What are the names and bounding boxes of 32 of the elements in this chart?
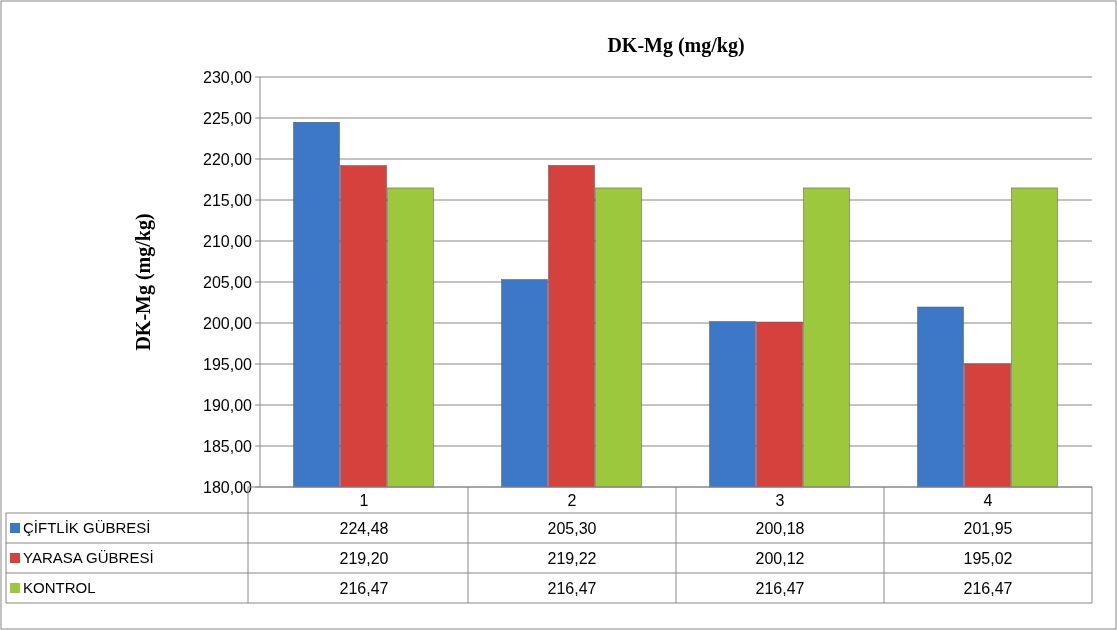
data-label: 219,20: [339, 549, 389, 567]
y-tick-label: 180,00: [203, 478, 253, 496]
x-tick-label: 1: [359, 491, 369, 509]
legend-label: YARASA GÜBRESİ: [23, 549, 154, 567]
data-label: 200,12: [755, 549, 805, 567]
data-label: 200,18: [755, 519, 805, 537]
data-label: 224,48: [339, 519, 389, 537]
data-label: 216,47: [963, 579, 1013, 597]
y-tick-label: 210,00: [203, 232, 253, 250]
y-tick-label: 200,00: [203, 314, 253, 332]
y-tick-label: 185,00: [203, 437, 253, 455]
x-tick-label: 4: [983, 491, 993, 509]
data-label: 216,47: [547, 579, 597, 597]
chart-title: DK-Mg (mg/kg): [607, 34, 745, 57]
legend-label: ÇİFTLİK GÜBRESİ: [23, 519, 151, 537]
y-tick-label: 215,00: [203, 191, 253, 209]
data-label: 205,30: [547, 519, 597, 537]
y-axis-title: DK-Mg (mg/kg): [132, 213, 155, 351]
y-tick-label: 195,00: [203, 355, 253, 373]
y-tick-label: 225,00: [203, 109, 253, 127]
x-tick-label: 2: [567, 491, 577, 509]
x-tick-label: 3: [775, 491, 785, 509]
legend-label: KONTROL: [23, 579, 96, 597]
y-tick-label: 220,00: [203, 150, 253, 168]
data-label: 216,47: [339, 579, 389, 597]
y-tick-label: 230,00: [203, 68, 253, 86]
data-label: 219,22: [547, 549, 597, 567]
data-label: 216,47: [755, 579, 805, 597]
y-tick-label: 190,00: [203, 396, 253, 414]
data-label: 201,95: [963, 519, 1013, 537]
y-tick-label: 205,00: [203, 273, 253, 291]
data-label: 195,02: [963, 549, 1013, 567]
